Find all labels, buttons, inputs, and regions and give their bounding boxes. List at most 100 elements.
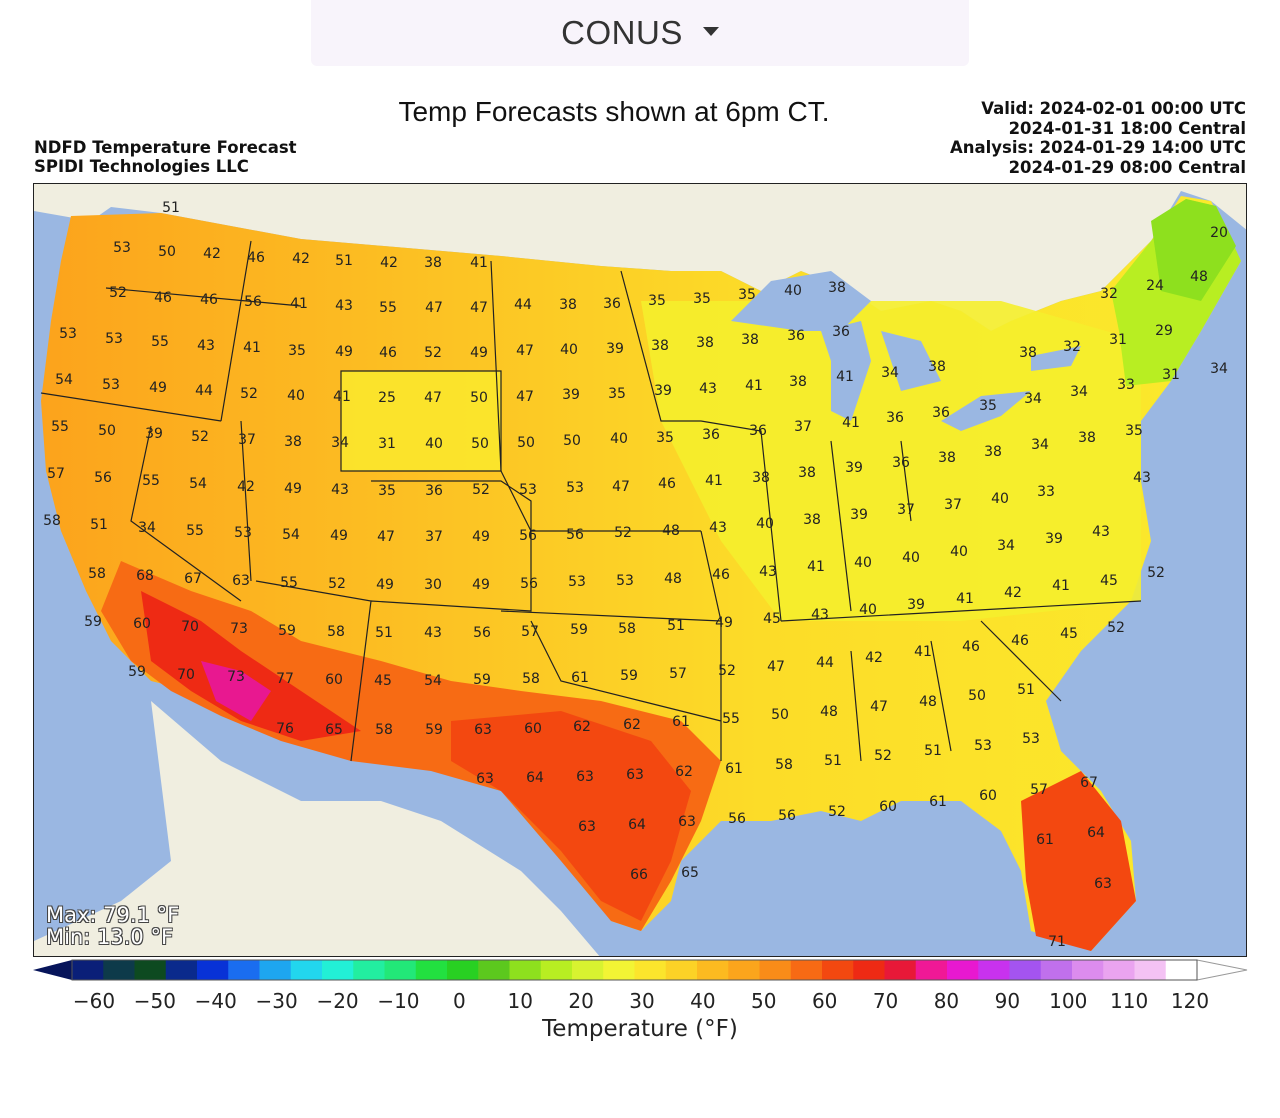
colorbar-swatch bbox=[572, 960, 604, 980]
temperature-value: 52 bbox=[240, 386, 258, 402]
temperature-value: 60 bbox=[524, 721, 542, 737]
temperature-value: 34 bbox=[1031, 437, 1049, 453]
analysis-central: 2024-01-29 08:00 Central bbox=[1008, 157, 1246, 177]
colorbar-swatch bbox=[384, 960, 417, 980]
temperature-value: 52 bbox=[109, 285, 127, 301]
colorbar-swatch bbox=[228, 960, 260, 980]
temperature-value: 51 bbox=[924, 743, 942, 759]
temperature-value: 49 bbox=[470, 345, 488, 361]
caret-down-icon bbox=[702, 26, 719, 36]
temperature-value: 51 bbox=[90, 517, 108, 533]
temperature-value: 36 bbox=[749, 423, 767, 439]
temperature-value: 41 bbox=[705, 473, 723, 489]
temperature-value: 43 bbox=[335, 298, 353, 314]
temperature-value: 49 bbox=[472, 529, 490, 545]
temperature-value: 40 bbox=[784, 283, 802, 299]
temperature-value: 40 bbox=[950, 544, 968, 560]
temperature-value: 41 bbox=[914, 644, 932, 660]
temperature-value: 62 bbox=[623, 717, 641, 733]
temperature-value: 73 bbox=[230, 621, 248, 637]
map-title: NDFD Temperature Forecast SPIDI Technolo… bbox=[34, 138, 297, 176]
colorbar-tick-label: −50 bbox=[134, 989, 176, 1013]
provider-name: SPIDI Technologies LLC bbox=[34, 157, 249, 176]
temperature-value: 58 bbox=[327, 624, 345, 640]
temperature-value: 38 bbox=[651, 338, 669, 354]
temperature-value: 58 bbox=[375, 722, 393, 738]
texas-hot bbox=[451, 711, 691, 921]
temperature-value: 41 bbox=[243, 340, 261, 356]
temperature-value: 63 bbox=[476, 771, 494, 787]
temperature-value: 60 bbox=[325, 672, 343, 688]
temperature-value: 55 bbox=[51, 419, 69, 435]
temperature-value: 62 bbox=[573, 719, 591, 735]
temperature-value: 50 bbox=[517, 435, 535, 451]
colorbar-swatch bbox=[790, 960, 823, 980]
colorbar-swatches bbox=[33, 959, 1248, 981]
arizona-magenta bbox=[201, 661, 271, 721]
temperature-value: 40 bbox=[425, 436, 443, 452]
temperature-value: 50 bbox=[470, 390, 488, 406]
hot-region bbox=[141, 591, 361, 741]
temperature-value: 53 bbox=[974, 738, 992, 754]
temperature-value: 53 bbox=[59, 326, 77, 342]
temperature-value: 38 bbox=[984, 444, 1002, 460]
temperature-value: 41 bbox=[745, 378, 763, 394]
temperature-value: 57 bbox=[1030, 782, 1048, 798]
temperature-value: 39 bbox=[606, 341, 624, 357]
temperature-value: 35 bbox=[656, 430, 674, 446]
temperature-value: 52 bbox=[828, 804, 846, 820]
temperature-value: 40 bbox=[756, 516, 774, 532]
temperature-value: 37 bbox=[794, 419, 812, 435]
colorbar-title: Temperature (°F) bbox=[542, 1016, 738, 1042]
temperature-value: 64 bbox=[628, 817, 646, 833]
temperature-value: 36 bbox=[603, 296, 621, 312]
temperature-value: 31 bbox=[1162, 367, 1180, 383]
temperature-value: 24 bbox=[1146, 278, 1164, 294]
state-borders bbox=[40, 240, 1142, 762]
temperature-value: 61 bbox=[672, 714, 690, 730]
valid-utc: Valid: 2024-02-01 00:00 UTC bbox=[981, 99, 1246, 118]
temperature-value: 56 bbox=[473, 625, 491, 641]
temperature-value: 56 bbox=[566, 527, 584, 543]
colorbar-tick-label: 20 bbox=[568, 989, 593, 1013]
colorbar-tick-label: 50 bbox=[751, 989, 776, 1013]
temperature-value: 58 bbox=[775, 757, 793, 773]
temperature-value: 39 bbox=[145, 426, 163, 442]
temperature-value: 58 bbox=[88, 566, 106, 582]
temperature-value: 40 bbox=[560, 342, 578, 358]
colorbar-swatch bbox=[1072, 960, 1104, 980]
temperature-value: 38 bbox=[798, 465, 816, 481]
temperature-value: 59 bbox=[128, 664, 146, 680]
colorbar-swatch bbox=[884, 960, 917, 980]
colorbar-tick-label: 10 bbox=[507, 989, 532, 1013]
min-value: Min: 13.0 °F bbox=[46, 925, 174, 949]
temperature-value: 43 bbox=[759, 564, 777, 580]
temperature-value: 42 bbox=[865, 650, 883, 666]
temperature-value: 59 bbox=[620, 668, 638, 684]
temperature-value: 47 bbox=[470, 300, 488, 316]
temperature-value: 76 bbox=[276, 721, 294, 737]
colorbar-swatch bbox=[1165, 960, 1198, 980]
mexico-land bbox=[34, 701, 600, 956]
temperature-value: 42 bbox=[1004, 585, 1022, 601]
temperature-value: 50 bbox=[98, 423, 116, 439]
colorbar-tick-label: −40 bbox=[195, 989, 237, 1013]
colorbar-swatch bbox=[103, 960, 135, 980]
temperature-value: 39 bbox=[562, 387, 580, 403]
temperature-value: 49 bbox=[335, 344, 353, 360]
max-min-stats: Max: 79.1 °F Min: 13.0 °F bbox=[46, 904, 179, 948]
temperature-value: 38 bbox=[928, 359, 946, 375]
temperature-value: 35 bbox=[979, 398, 997, 414]
colorbar-tick-label: −30 bbox=[256, 989, 298, 1013]
region-selector[interactable]: CONUS bbox=[311, 0, 969, 66]
temperature-value: 37 bbox=[897, 502, 915, 518]
temperature-value: 47 bbox=[870, 699, 888, 715]
temperature-value: 35 bbox=[608, 386, 626, 402]
temperature-value: 63 bbox=[626, 767, 644, 783]
colorbar-tick-label: −60 bbox=[73, 989, 115, 1013]
temperature-value: 38 bbox=[789, 374, 807, 390]
map-graphic: 51 53 50 42 46 42 51 42 38 41 52 46 46 56 41 43 55 47 47 44… bbox=[34, 184, 1246, 956]
temperature-value: 47 bbox=[424, 390, 442, 406]
temperature-value: 52 bbox=[328, 576, 346, 592]
temperature-value: 46 bbox=[247, 250, 265, 266]
